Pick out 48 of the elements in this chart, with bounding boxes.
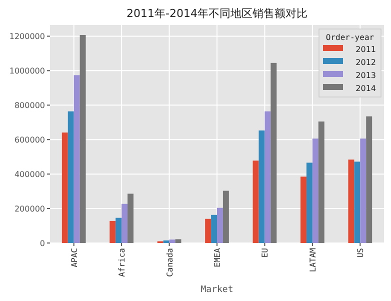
bar — [312, 138, 318, 243]
bar — [163, 240, 170, 243]
bar — [217, 208, 223, 243]
bar — [68, 111, 74, 243]
legend-label: 2014 — [356, 84, 376, 93]
chart-title: 2011年-2014年不同地区销售额对比 — [126, 7, 308, 20]
bar — [128, 194, 134, 243]
legend-label: 2013 — [356, 71, 376, 80]
y-tick-label: 400000 — [14, 170, 45, 180]
legend-label: 2011 — [356, 45, 376, 54]
x-axis-title: Market — [200, 285, 234, 295]
bar — [62, 132, 68, 243]
y-tick-label: 600000 — [14, 136, 45, 145]
bar — [116, 218, 122, 243]
x-tick-label: EU — [260, 248, 270, 258]
bar — [348, 160, 354, 243]
bar — [175, 239, 182, 243]
legend-label: 2012 — [356, 58, 376, 67]
bar — [300, 176, 306, 243]
bar — [169, 240, 176, 243]
bar — [306, 162, 312, 243]
bar — [122, 204, 128, 243]
bar — [222, 190, 229, 243]
legend-title: Order-year — [326, 33, 374, 42]
bar — [110, 220, 116, 243]
x-tick-label: Canada — [165, 248, 174, 277]
bar — [252, 160, 259, 243]
x-tick-label: US — [356, 248, 366, 258]
bar — [211, 214, 217, 243]
y-tick-label: 800000 — [14, 101, 45, 110]
bar — [318, 122, 324, 243]
y-tick-label: 200000 — [14, 204, 45, 214]
y-tick-label: 0 — [40, 239, 45, 248]
x-tick-label: EMEA — [213, 248, 222, 268]
bar — [80, 34, 86, 243]
bar — [354, 162, 360, 243]
bar — [270, 62, 277, 243]
y-tick-label: 1000000 — [9, 66, 45, 76]
bar — [258, 130, 265, 243]
bar — [205, 218, 212, 243]
y-tick-label: 1200000 — [9, 32, 45, 42]
bar — [360, 138, 366, 243]
x-tick-label: APAC — [70, 248, 79, 268]
bar — [264, 111, 271, 243]
x-tick-label: LATAM — [308, 248, 318, 272]
bar — [366, 116, 372, 243]
bar — [74, 75, 80, 243]
x-tick-label: Africa — [118, 248, 127, 277]
